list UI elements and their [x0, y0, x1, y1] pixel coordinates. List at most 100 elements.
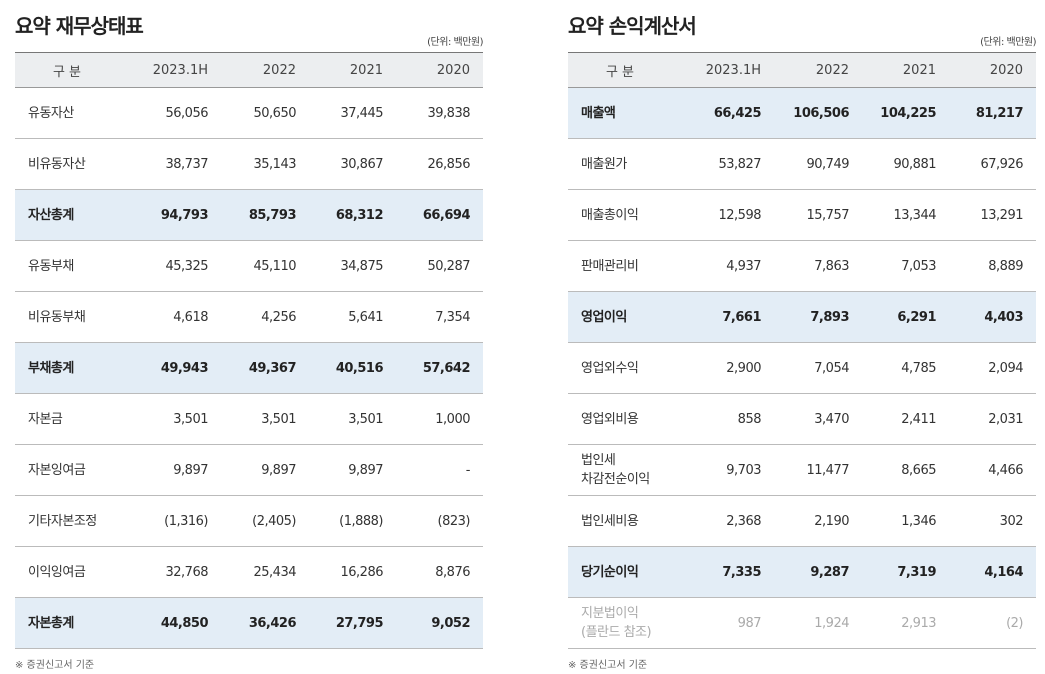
value-cell: 7,354: [435, 309, 470, 325]
label-line: 유동부채: [28, 258, 74, 274]
label-line: 기타자본조정: [28, 513, 97, 529]
unit-label: (단위: 백만원): [980, 37, 1036, 48]
table-row: 유동부채 45,325 45,110 34,875 50,287: [15, 241, 483, 292]
table-row: 자본총계 44,850 36,426 27,795 9,052: [15, 598, 483, 649]
value-cell: 2,411: [901, 411, 936, 427]
table-row: 유동자산 56,056 50,650 37,445 39,838: [15, 88, 483, 139]
value-cell: 49,367: [248, 360, 297, 376]
label-line: 법인세: [581, 453, 616, 468]
value-cell: 15,757: [806, 207, 850, 223]
value-cell: 1,000: [435, 411, 470, 427]
value-cell: 90,881: [893, 156, 937, 172]
value-cell: 4,937: [726, 258, 761, 274]
value-cell: 7,661: [722, 309, 761, 325]
value-cell: 7,335: [722, 564, 761, 580]
value-cell: 16,286: [340, 564, 384, 580]
value-cell: 4,618: [173, 309, 208, 325]
row-label: 부채총계: [28, 343, 178, 393]
value-cell: 302: [999, 513, 1024, 529]
header-cell: 2022: [262, 62, 296, 78]
value-cell: 50,287: [427, 258, 471, 274]
table-title: 요약 손익계산서: [568, 14, 697, 38]
footnote: ※ 증권신고서 기준: [568, 660, 648, 671]
header-cell: 2020: [989, 62, 1023, 78]
header-cell: 2020: [436, 62, 470, 78]
value-cell: 3,501: [173, 411, 208, 427]
value-cell: 53,827: [718, 156, 762, 172]
table-row: 비유동자산 38,737 35,143 30,867 26,856: [15, 139, 483, 190]
value-cell: 81,217: [975, 105, 1024, 121]
value-cell: 90,749: [806, 156, 850, 172]
value-cell: 9,052: [431, 615, 470, 631]
value-cell: 4,785: [901, 360, 936, 376]
table-row: 영업이익 7,661 7,893 6,291 4,403: [568, 292, 1036, 343]
table-row: 법인세 차감전순이익 9,703 11,477 8,665 4,466: [568, 445, 1036, 496]
table-row: 지분법이익 (플란드 참조) 987 1,924 2,913 (2): [568, 598, 1036, 649]
value-cell: 7,319: [897, 564, 936, 580]
value-cell: 68,312: [335, 207, 384, 223]
value-cell: 858: [737, 411, 762, 427]
value-cell: 2,368: [726, 513, 761, 529]
row-label: 영업이익: [581, 292, 731, 342]
label-line: 매출원가: [581, 156, 627, 172]
label-line: 자산총계: [28, 207, 74, 223]
value-cell: 11,477: [806, 462, 850, 478]
value-cell: 13,291: [980, 207, 1024, 223]
table-row: 당기순이익 7,335 9,287 7,319 4,164: [568, 547, 1036, 598]
label-line: 당기순이익: [581, 564, 639, 580]
value-cell: (2,405): [252, 513, 296, 529]
value-cell: 45,325: [165, 258, 209, 274]
table-row: 법인세비용 2,368 2,190 1,346 302: [568, 496, 1036, 547]
label-line: 비유동자산: [28, 156, 86, 172]
row-label: 판매관리비: [581, 241, 731, 291]
row-label: 매출총이익: [581, 190, 731, 240]
value-cell: 8,876: [435, 564, 470, 580]
value-cell: 45,110: [253, 258, 297, 274]
value-cell: 26,856: [427, 156, 471, 172]
value-cell: 25,434: [253, 564, 297, 580]
table-row: 이익잉여금 32,768 25,434 16,286 8,876: [15, 547, 483, 598]
label-line: 비유동부채: [28, 309, 86, 325]
value-cell: 57,642: [422, 360, 471, 376]
table-row: 매출총이익 12,598 15,757 13,344 13,291: [568, 190, 1036, 241]
label-line: 매출액: [581, 105, 616, 121]
row-label: 유동부채: [28, 241, 178, 291]
value-cell: 85,793: [248, 207, 297, 223]
row-label: 영업외비용: [581, 394, 731, 444]
value-cell: 7,053: [901, 258, 936, 274]
value-cell: 8,889: [988, 258, 1023, 274]
table-panel: 요약 재무상태표 (단위: 백만원) 구 분 2023.1H 2022 2021 2020 유…: [15, 0, 483, 674]
value-cell: (1,316): [164, 513, 208, 529]
value-cell: 30,867: [340, 156, 384, 172]
label-line: 영업이익: [581, 309, 627, 325]
value-cell: 44,850: [160, 615, 209, 631]
value-cell: -: [465, 462, 471, 478]
header-cell: 구 분: [605, 64, 635, 80]
label-line: 판매관리비: [581, 258, 639, 274]
value-cell: 12,598: [718, 207, 762, 223]
value-cell: 39,838: [427, 105, 471, 121]
value-cell: 1,346: [901, 513, 936, 529]
value-cell: 34,875: [340, 258, 384, 274]
value-cell: (823): [437, 513, 471, 529]
row-label: 자본총계: [28, 598, 178, 648]
footnote: ※ 증권신고서 기준: [15, 660, 95, 671]
label-line: 지분법이익: [581, 606, 639, 621]
row-label: 비유동자산: [28, 139, 178, 189]
label-line: 이익잉여금: [28, 564, 86, 580]
label-line: 부채총계: [28, 360, 74, 376]
header-cell: 2021: [902, 62, 936, 78]
row-label: 비유동부채: [28, 292, 178, 342]
header-cell: 2023.1H: [152, 62, 208, 78]
value-cell: 38,737: [165, 156, 209, 172]
value-cell: 104,225: [880, 105, 936, 121]
table-row: 매출액 66,425 106,506 104,225 81,217: [568, 88, 1036, 139]
value-cell: 13,344: [893, 207, 937, 223]
value-cell: 32,768: [165, 564, 209, 580]
table-row: 비유동부채 4,618 4,256 5,641 7,354: [15, 292, 483, 343]
header-cell: 2022: [815, 62, 849, 78]
value-cell: 66,425: [713, 105, 762, 121]
table-row: 기타자본조정 (1,316) (2,405) (1,888) (823): [15, 496, 483, 547]
value-cell: 4,164: [984, 564, 1023, 580]
value-cell: 9,897: [261, 462, 296, 478]
